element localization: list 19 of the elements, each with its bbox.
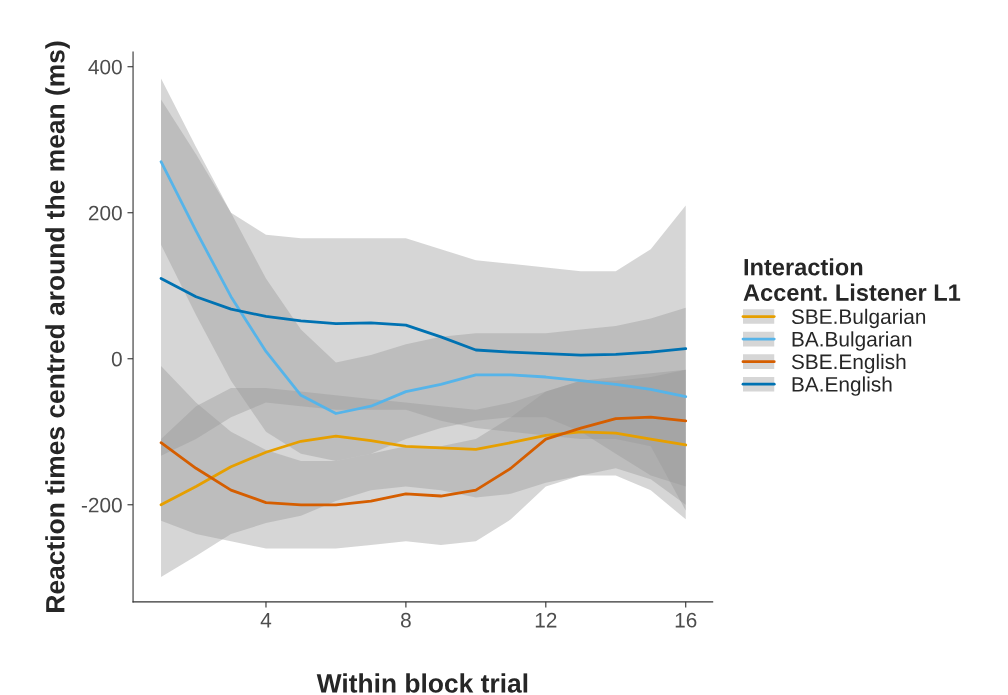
y-tick-label: 200 — [88, 205, 122, 221]
x-axis-title: Within block trial — [316, 673, 528, 693]
legend-label: BA.English — [792, 376, 892, 396]
legend-title: Interaction Accent. Listener L1 — [743, 258, 961, 301]
legend-label: BA.Bulgarian — [792, 331, 912, 351]
line-series — [159, 160, 688, 415]
y-tick-label: -200 — [81, 497, 122, 513]
y-tick-label: 400 — [88, 59, 122, 75]
y-axis-title: Reaction times centred around the mean (ms) — [45, 41, 70, 612]
x-tick-label: 8 — [401, 612, 411, 628]
x-tick-label: 4 — [260, 613, 272, 628]
x-tick-label: 16 — [675, 612, 697, 628]
line-series — [159, 430, 688, 507]
y-tick-label: 0 — [111, 351, 122, 367]
legend-label: SBE.English — [791, 353, 906, 374]
line-series — [159, 415, 688, 507]
x-tick-label: 12 — [535, 612, 557, 628]
legend-label: SBE.Bulgarian — [791, 308, 926, 329]
line-series — [159, 277, 688, 357]
